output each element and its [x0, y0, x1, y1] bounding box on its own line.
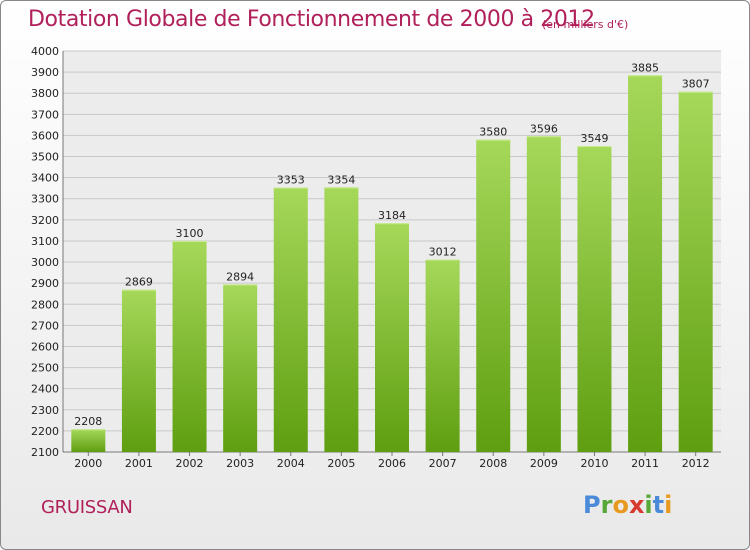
- bar-value-label: 3807: [682, 78, 710, 91]
- bar: [526, 136, 561, 452]
- x-tick-label: 2003: [226, 457, 254, 470]
- x-tick-label: 2001: [125, 457, 153, 470]
- proxiti-logo: Proxiti: [583, 491, 672, 519]
- x-tick-label: 2009: [530, 457, 558, 470]
- bar-value-label: 3549: [580, 132, 608, 145]
- logo-letter: x: [628, 491, 645, 519]
- bar: [172, 240, 207, 452]
- x-tick-label: 2010: [580, 457, 608, 470]
- logo-letter: t: [652, 491, 665, 519]
- logo-letter: r: [600, 491, 613, 519]
- bar: [223, 284, 258, 452]
- y-tick-label: 3200: [31, 214, 59, 227]
- x-tick-label: 2002: [176, 457, 204, 470]
- bar-value-label: 3354: [327, 173, 355, 186]
- bar-value-label: 2894: [226, 270, 254, 283]
- y-tick-label: 3900: [31, 66, 59, 79]
- chart-title: Dotation Globale de Fonctionnement de 20…: [28, 7, 595, 32]
- x-tick-label: 2000: [74, 457, 102, 470]
- bar: [324, 187, 359, 452]
- bar-value-label: 3184: [378, 209, 406, 222]
- bar-value-label: 3885: [631, 61, 659, 74]
- y-tick-label: 4000: [31, 45, 59, 58]
- logo-letter: i: [644, 491, 653, 519]
- y-tick-label: 2600: [31, 340, 59, 353]
- city-name: GRUISSAN: [41, 497, 133, 518]
- bar: [121, 289, 156, 452]
- bar: [273, 187, 308, 452]
- y-tick-label: 3800: [31, 87, 59, 100]
- bar-value-label: 2208: [74, 415, 102, 428]
- y-tick-label: 2700: [31, 319, 59, 332]
- bar: [628, 75, 663, 452]
- y-tick-label: 3700: [31, 108, 59, 121]
- x-tick-label: 2007: [429, 457, 457, 470]
- x-tick-label: 2008: [479, 457, 507, 470]
- y-tick-label: 3000: [31, 256, 59, 269]
- bar-value-label: 3580: [479, 126, 507, 139]
- y-tick-label: 2300: [31, 404, 59, 417]
- y-tick-label: 2500: [31, 362, 59, 375]
- y-tick-label: 3600: [31, 129, 59, 142]
- x-tick-label: 2005: [327, 457, 355, 470]
- chart-subtitle: (en milliers d'€): [542, 18, 629, 31]
- y-tick-label: 2200: [31, 425, 59, 438]
- bar-value-label: 3353: [277, 174, 305, 187]
- x-tick-label: 2006: [378, 457, 406, 470]
- bar: [71, 429, 106, 452]
- y-tick-label: 3300: [31, 193, 59, 206]
- bar: [425, 259, 460, 452]
- y-tick-label: 3500: [31, 151, 59, 164]
- bar: [375, 223, 409, 452]
- logo-letter: i: [664, 491, 673, 519]
- bar-value-label: 3100: [176, 227, 204, 240]
- logo-letter: o: [612, 491, 629, 519]
- bar: [678, 91, 713, 452]
- y-tick-label: 3400: [31, 172, 59, 185]
- bar-value-label: 2869: [125, 276, 153, 289]
- x-tick-label: 2004: [277, 457, 305, 470]
- bar: [577, 146, 612, 452]
- y-tick-label: 2400: [31, 383, 59, 396]
- x-tick-label: 2012: [682, 457, 710, 470]
- y-tick-label: 2900: [31, 277, 59, 290]
- x-tick-label: 2011: [631, 457, 659, 470]
- bar: [476, 139, 511, 453]
- bar-value-label: 3012: [429, 246, 457, 259]
- y-tick-label: 2100: [31, 446, 59, 459]
- logo-letter: P: [583, 491, 601, 519]
- y-tick-label: 2800: [31, 298, 59, 311]
- bar-value-label: 3596: [530, 122, 558, 135]
- y-tick-label: 3100: [31, 235, 59, 248]
